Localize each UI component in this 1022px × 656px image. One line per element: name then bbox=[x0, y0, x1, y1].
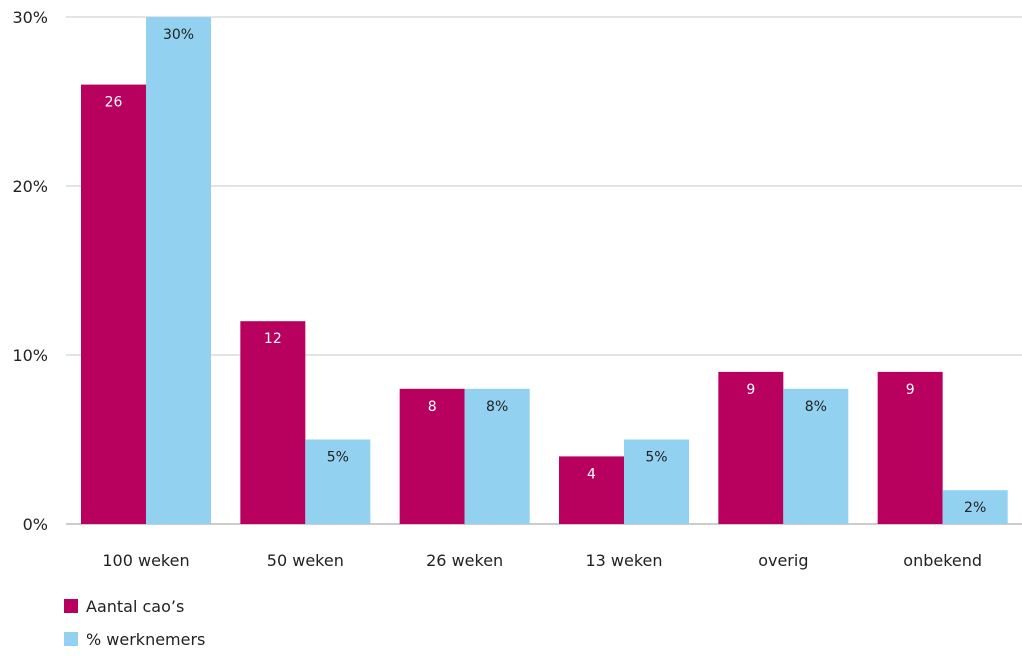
data-label: 2% bbox=[964, 500, 986, 516]
y-tick-label: 20% bbox=[12, 177, 48, 196]
data-label: 12 bbox=[264, 331, 282, 347]
data-label: 5% bbox=[327, 450, 349, 466]
bar bbox=[624, 439, 689, 524]
bar bbox=[783, 388, 849, 524]
bars bbox=[81, 17, 1008, 524]
data-label: 9 bbox=[906, 382, 915, 398]
bar bbox=[877, 371, 943, 524]
data-label: 26 bbox=[105, 95, 123, 111]
legend-swatch bbox=[64, 599, 78, 613]
x-axis-categories: 100 weken 50 weken 26 weken 13 weken overig o… bbox=[102, 551, 982, 570]
x-category-label: 26 weken bbox=[426, 551, 503, 570]
data-label: 5% bbox=[645, 450, 667, 466]
legend: Aantal cao’s % werknemers bbox=[64, 597, 205, 649]
gridlines bbox=[66, 16, 1022, 525]
data-label: 30% bbox=[163, 27, 194, 43]
legend-label: % werknemers bbox=[86, 630, 205, 649]
legend-label: Aantal cao’s bbox=[86, 597, 184, 616]
x-category-label: 100 weken bbox=[102, 551, 189, 570]
data-label: 8% bbox=[805, 399, 827, 415]
bar bbox=[305, 439, 371, 524]
x-category-label: 50 weken bbox=[267, 551, 344, 570]
data-label: 8% bbox=[486, 399, 508, 415]
y-tick-label: 10% bbox=[12, 346, 48, 365]
x-category-label: onbekend bbox=[903, 551, 982, 570]
data-label: 8 bbox=[428, 399, 437, 415]
bar bbox=[81, 84, 146, 524]
bar bbox=[464, 388, 530, 524]
bar bbox=[559, 456, 624, 524]
y-tick-label: 0% bbox=[23, 515, 48, 534]
data-label: 9 bbox=[746, 382, 755, 398]
x-category-label: overig bbox=[758, 551, 808, 570]
legend-swatch bbox=[64, 632, 78, 646]
y-axis-ticks: 0% 10% 20% 30% bbox=[12, 8, 48, 534]
bar bbox=[718, 371, 784, 524]
bar bbox=[942, 490, 1008, 524]
bar bbox=[240, 321, 306, 524]
data-labels: 26 30% 12 5% 8 8% 4 5% 9 8% 9 2% bbox=[105, 27, 987, 516]
bar bbox=[146, 17, 211, 524]
y-tick-label: 30% bbox=[12, 8, 48, 27]
data-label: 4 bbox=[587, 466, 596, 482]
bar bbox=[399, 388, 465, 524]
x-category-label: 13 weken bbox=[585, 551, 662, 570]
